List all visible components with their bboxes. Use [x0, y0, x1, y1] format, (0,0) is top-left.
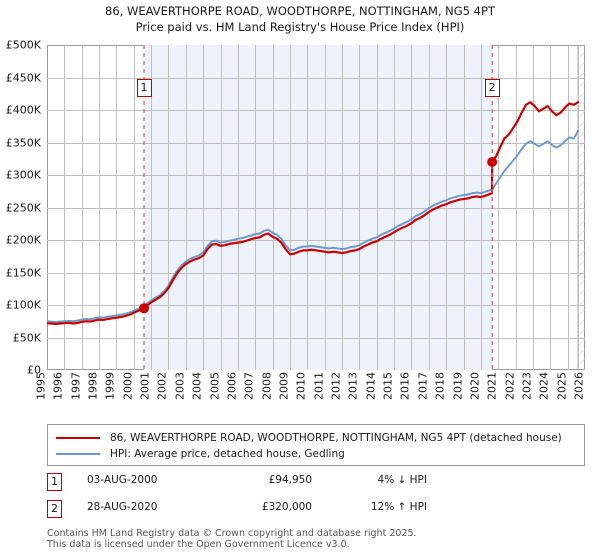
x-tick-label: 1997 — [69, 372, 83, 400]
transaction-badge: 2 — [47, 500, 62, 518]
y-tick-label: £0 — [27, 363, 41, 377]
marker-vertical-lines — [143, 45, 493, 370]
x-tick-label: 2010 — [294, 372, 308, 400]
page-title: 86, WEAVERTHORPE ROAD, WOODTHORPE, NOTTI… — [0, 3, 600, 35]
legend-color-swatch — [56, 453, 100, 455]
y-axis-tick-labels: £0 £50K £100K £150K £200K £250K £300K £350K £400… — [0, 39, 44, 377]
x-tick-label: 2017 — [416, 372, 430, 400]
x-tick-label: 2020 — [468, 372, 482, 400]
y-tick-label: £300K — [5, 168, 41, 182]
footer-line-1: Contains HM Land Registry data © Crown c… — [47, 528, 417, 539]
title-line-2: Price paid vs. HM Land Registry's House … — [135, 20, 465, 34]
transaction-row[interactable]: 1 03-AUG-2000 £94,950 4% ↓ HPI — [47, 472, 585, 499]
title-line-1: 86, WEAVERTHORPE ROAD, WOODTHORPE, NOTTI… — [105, 4, 495, 18]
series-lines — [47, 101, 580, 325]
legend-item: HPI: Average price, detached house, Gedl… — [48, 446, 584, 462]
x-tick-label: 2016 — [398, 372, 412, 400]
x-tick-label: 2025 — [555, 372, 569, 400]
highlight-span — [144, 45, 493, 370]
transaction-date: 03-AUG-2000 — [87, 474, 158, 486]
x-tick-label: 2014 — [364, 372, 378, 400]
y-tick-label: £450K — [5, 71, 41, 84]
x-tick-label: 2005 — [208, 372, 222, 400]
x-tick-label: 2024 — [537, 372, 551, 400]
x-tick-label: 1996 — [51, 372, 65, 400]
legend-label: 86, WEAVERTHORPE ROAD, WOODTHORPE, NOTTI… — [110, 432, 562, 444]
x-tick-label: 2004 — [190, 372, 204, 400]
y-tick-label: £200K — [5, 233, 41, 247]
x-tick-label: 2023 — [520, 372, 534, 400]
y-tick-label: £500K — [5, 38, 41, 52]
marker-flag-1[interactable]: 1 — [136, 79, 152, 97]
transaction-badge: 1 — [47, 473, 62, 491]
legend-item: 86, WEAVERTHORPE ROAD, WOODTHORPE, NOTTI… — [48, 430, 584, 446]
y-tick-label: £50K — [12, 331, 41, 344]
x-tick-label: 2001 — [138, 372, 152, 400]
chart-svg — [47, 45, 585, 370]
x-tick-label: 2026 — [572, 372, 586, 400]
x-tick-label: 2008 — [260, 372, 274, 400]
x-tick-label: 2012 — [329, 372, 343, 400]
transaction-hpi-delta: 12% ↑ HPI — [370, 501, 427, 513]
legend-label: HPI: Average price, detached house, Gedl… — [110, 448, 345, 460]
x-tick-label: 2002 — [155, 372, 169, 400]
footer-line-2: This data is licensed under the Open Gov… — [47, 539, 350, 550]
chart-legend: 86, WEAVERTHORPE ROAD, WOODTHORPE, NOTTI… — [47, 424, 585, 466]
x-tick-label: 2011 — [312, 372, 326, 400]
x-tick-label: 2000 — [121, 372, 135, 400]
x-axis-tick-labels: 1995 1996 1997 1998 1999 2000 2001 2002 2003 2004… — [35, 372, 586, 412]
x-tick-label: 2007 — [242, 372, 256, 400]
y-tick-label: £100K — [5, 298, 41, 312]
marker-flag-2[interactable]: 2 — [484, 79, 500, 97]
footer-attribution: Contains HM Land Registry data © Crown c… — [47, 528, 587, 550]
x-tick-label: 1995 — [34, 372, 48, 400]
transaction-date: 28-AUG-2020 — [87, 501, 158, 513]
transaction-row[interactable]: 2 28-AUG-2020 £320,000 12% ↑ HPI — [47, 499, 585, 526]
x-tick-label: 2009 — [277, 372, 291, 400]
y-tick-label: £350K — [5, 136, 41, 149]
x-tick-label: 2021 — [485, 372, 499, 400]
legend-color-swatch — [56, 437, 100, 439]
no-data-hatch-region — [577, 45, 585, 370]
x-tick-label: 1999 — [103, 372, 117, 400]
x-tick-label: 1998 — [86, 372, 100, 400]
y-tick-label: £400K — [5, 103, 41, 117]
transaction-markers — [139, 157, 498, 314]
y-tick-label: £250K — [5, 201, 41, 214]
transaction-hpi-delta: 4% ↓ HPI — [377, 474, 427, 486]
x-tick-label: 2013 — [346, 372, 360, 400]
x-tick-label: 2015 — [381, 372, 395, 400]
x-tick-label: 2019 — [451, 372, 465, 400]
transactions-list: 1 03-AUG-2000 £94,950 4% ↓ HPI 2 28-AUG-2020 £… — [47, 472, 585, 526]
y-tick-label: £150K — [5, 266, 41, 279]
x-tick-label: 2006 — [225, 372, 239, 400]
transaction-price: £320,000 — [261, 501, 312, 513]
x-tick-label: 2018 — [433, 372, 447, 400]
x-tick-label: 2022 — [503, 372, 517, 400]
x-tick-label: 2003 — [173, 372, 187, 400]
transaction-price: £94,950 — [268, 474, 312, 486]
